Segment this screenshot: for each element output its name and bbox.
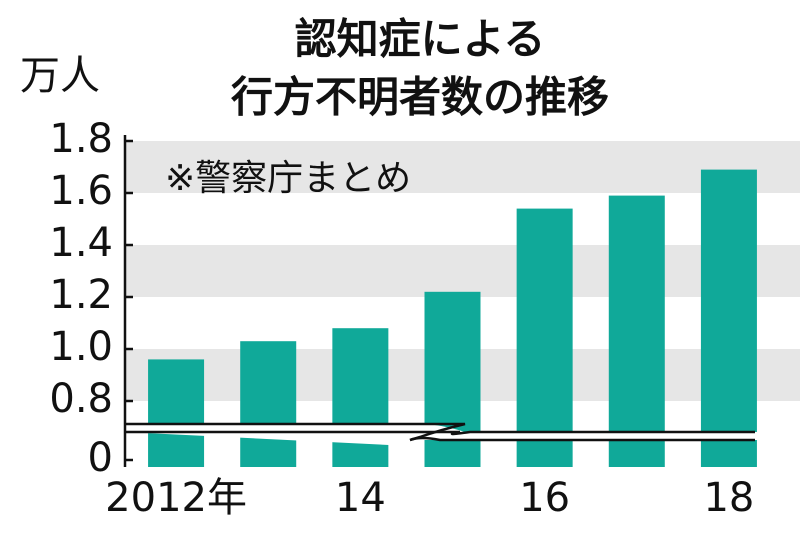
unit-label: 万人 bbox=[20, 53, 100, 99]
bar bbox=[148, 359, 205, 467]
y-tick-label: 1.8 bbox=[49, 116, 113, 162]
x-tick-label: 18 bbox=[703, 475, 754, 521]
y-tick-label: 1.4 bbox=[49, 220, 113, 266]
bar bbox=[608, 195, 665, 467]
y-tick-label: 1.6 bbox=[49, 168, 113, 214]
y-tick-label: 0 bbox=[88, 435, 113, 481]
axis-break bbox=[125, 422, 800, 446]
x-tick-label: 16 bbox=[519, 475, 570, 521]
grid-band bbox=[125, 141, 800, 193]
bar bbox=[240, 341, 297, 467]
x-tick-label: 14 bbox=[335, 475, 386, 521]
bar bbox=[700, 169, 757, 467]
bar bbox=[516, 208, 573, 467]
y-tick-label: 0.8 bbox=[49, 376, 113, 422]
chart-title: 行方不明者数の推移 bbox=[231, 73, 609, 122]
y-tick-label: 1.2 bbox=[49, 272, 113, 318]
bars bbox=[148, 169, 757, 467]
bands bbox=[125, 141, 800, 401]
grid-band bbox=[125, 245, 800, 297]
x-tick-label: 2012年 bbox=[105, 475, 247, 521]
chart-title: 認知症による bbox=[295, 15, 546, 64]
y-tick-label: 1.0 bbox=[49, 324, 113, 370]
bar bbox=[332, 328, 389, 467]
note: ※警察庁まとめ bbox=[165, 158, 411, 199]
